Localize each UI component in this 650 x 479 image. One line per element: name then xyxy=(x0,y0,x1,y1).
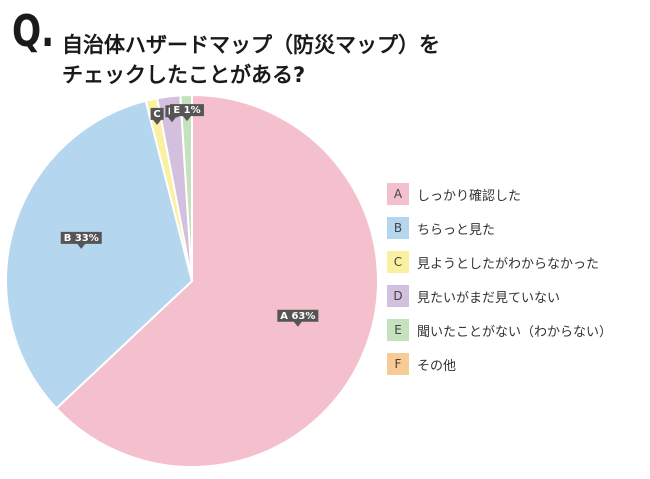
legend-item-b: B ちらっと見た xyxy=(387,217,612,239)
pie-slice-a xyxy=(54,93,379,468)
legend-item-d: D 見たいがまだ見ていない xyxy=(387,285,612,307)
legend-label-f: その他 xyxy=(417,358,457,374)
legend-swatch-d: D xyxy=(387,285,409,307)
legend-swatch-a: A xyxy=(387,183,409,205)
legend-label-a: しっかり確認した xyxy=(417,188,522,204)
title-line-2: チェックしたことがある? xyxy=(62,63,306,87)
legend-item-c: C 見ようとしたがわからなかった xyxy=(387,251,612,273)
page-title: 自治体ハザードマップ（防災マップ）を チェックしたことがある? xyxy=(62,30,502,90)
legend-swatch-b: B xyxy=(387,217,409,239)
legend-label-c: 見ようとしたがわからなかった xyxy=(417,256,600,272)
data-label-text-e: E 1% xyxy=(173,105,200,116)
data-label-b: B 33% xyxy=(60,231,102,249)
legend-swatch-c: C xyxy=(387,251,409,273)
chart-legend: A しっかり確認した B ちらっと見た C 見ようとしたがわからなかった D 見たいがまだ見て… xyxy=(387,183,612,387)
legend-swatch-f: F xyxy=(387,353,409,375)
legend-item-f: F その他 xyxy=(387,353,612,375)
legend-item-e: E 聞いたことがない（わからない） xyxy=(387,319,612,341)
legend-item-a: A しっかり確認した xyxy=(387,183,612,205)
legend-label-b: ちらっと見た xyxy=(417,222,496,238)
data-label-text-b: B 33% xyxy=(64,233,99,244)
data-label-e: E 1% xyxy=(169,104,204,122)
title-line-1: 自治体ハザードマップ（防災マップ）を xyxy=(62,33,440,57)
pie-slice-b xyxy=(5,99,194,410)
data-label-c: C xyxy=(150,107,164,125)
data-label-a: A 63% xyxy=(277,309,319,327)
legend-swatch-e: E xyxy=(387,319,409,341)
legend-label-d: 見たいがまだ見ていない xyxy=(417,290,561,306)
data-label-text-c: C xyxy=(153,109,160,120)
question-mark: Q. xyxy=(12,6,55,57)
legend-label-e: 聞いたことがない（わからない） xyxy=(417,324,613,340)
data-label-text-a: A 63% xyxy=(280,311,315,322)
pie-slice-e xyxy=(179,93,193,282)
